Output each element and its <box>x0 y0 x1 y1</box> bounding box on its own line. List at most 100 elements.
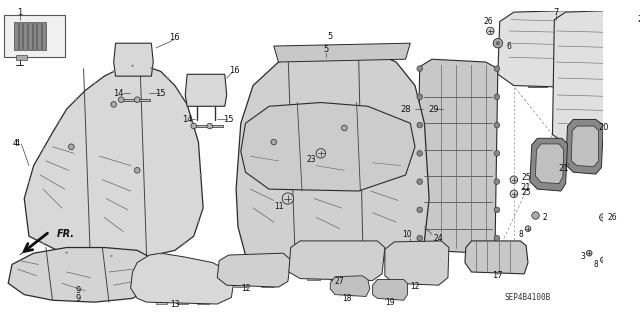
Circle shape <box>286 197 290 200</box>
Circle shape <box>586 250 592 256</box>
Circle shape <box>271 139 276 145</box>
Polygon shape <box>561 78 580 87</box>
Circle shape <box>417 235 422 241</box>
Circle shape <box>132 65 134 67</box>
Text: 28: 28 <box>400 105 411 114</box>
Polygon shape <box>528 78 547 87</box>
Text: FR.: FR. <box>57 229 75 239</box>
Text: 1: 1 <box>17 8 22 17</box>
Circle shape <box>150 67 152 69</box>
Text: 19: 19 <box>385 298 394 307</box>
Text: 16: 16 <box>170 33 180 42</box>
Text: 11: 11 <box>274 202 284 211</box>
Text: 12: 12 <box>241 284 250 293</box>
Polygon shape <box>4 15 65 57</box>
Polygon shape <box>20 244 34 255</box>
Text: 5: 5 <box>328 32 333 41</box>
Circle shape <box>494 235 500 241</box>
Text: 15: 15 <box>156 89 166 98</box>
Polygon shape <box>598 137 618 147</box>
Circle shape <box>42 148 44 150</box>
Text: 20: 20 <box>598 123 609 132</box>
Circle shape <box>494 151 500 156</box>
Circle shape <box>207 123 212 129</box>
Polygon shape <box>177 297 188 304</box>
Circle shape <box>510 190 518 197</box>
Circle shape <box>118 97 124 102</box>
Circle shape <box>417 94 422 100</box>
Text: 9: 9 <box>76 294 81 303</box>
Circle shape <box>192 122 194 124</box>
Polygon shape <box>16 56 27 60</box>
Text: 8: 8 <box>518 230 523 239</box>
Circle shape <box>66 252 68 254</box>
Circle shape <box>417 207 422 213</box>
Circle shape <box>486 27 494 35</box>
Polygon shape <box>561 137 580 147</box>
Circle shape <box>160 253 162 255</box>
Text: 29: 29 <box>429 105 439 114</box>
Text: 16: 16 <box>229 66 239 75</box>
Circle shape <box>59 120 61 122</box>
Text: 5: 5 <box>323 45 328 54</box>
Text: 10: 10 <box>403 230 412 239</box>
Polygon shape <box>274 43 410 62</box>
Circle shape <box>607 169 614 175</box>
Text: SEP4B4100B: SEP4B4100B <box>504 293 550 302</box>
Polygon shape <box>8 248 156 302</box>
Text: 7: 7 <box>554 8 559 17</box>
Polygon shape <box>372 279 408 300</box>
Circle shape <box>28 181 30 183</box>
Text: 6: 6 <box>507 41 511 50</box>
Circle shape <box>532 212 540 219</box>
Polygon shape <box>185 74 227 106</box>
Polygon shape <box>24 65 203 257</box>
Text: 3: 3 <box>580 252 585 262</box>
Circle shape <box>600 257 606 263</box>
Circle shape <box>494 94 500 100</box>
Text: 2: 2 <box>543 213 547 222</box>
Polygon shape <box>236 50 429 264</box>
Text: 8: 8 <box>593 260 598 269</box>
Circle shape <box>184 242 185 244</box>
Polygon shape <box>33 22 36 50</box>
Text: 4: 4 <box>15 139 20 148</box>
Circle shape <box>342 125 348 131</box>
Text: 14: 14 <box>113 89 124 98</box>
Polygon shape <box>572 126 598 167</box>
Circle shape <box>496 41 500 45</box>
Polygon shape <box>354 276 367 280</box>
Polygon shape <box>194 125 207 127</box>
Circle shape <box>417 66 422 71</box>
Polygon shape <box>37 22 41 50</box>
Text: 23: 23 <box>307 154 316 164</box>
Text: 14: 14 <box>182 115 193 124</box>
Text: 4: 4 <box>12 139 17 148</box>
Circle shape <box>494 179 500 184</box>
Circle shape <box>494 207 500 213</box>
Polygon shape <box>552 10 634 147</box>
Circle shape <box>110 255 112 257</box>
Polygon shape <box>210 125 223 127</box>
Polygon shape <box>530 138 568 191</box>
Polygon shape <box>241 102 415 191</box>
Polygon shape <box>385 241 449 285</box>
Text: 21: 21 <box>559 164 569 173</box>
Polygon shape <box>465 241 528 274</box>
Circle shape <box>417 151 422 156</box>
Text: 9: 9 <box>76 286 81 295</box>
Text: 25: 25 <box>522 189 531 197</box>
Polygon shape <box>289 241 385 280</box>
Text: 13: 13 <box>170 300 180 308</box>
Text: 24: 24 <box>434 234 444 243</box>
Polygon shape <box>19 22 22 50</box>
Polygon shape <box>217 253 291 287</box>
Polygon shape <box>330 276 370 296</box>
Circle shape <box>68 144 74 150</box>
Circle shape <box>180 94 182 96</box>
Circle shape <box>600 214 607 221</box>
Circle shape <box>525 226 531 232</box>
Polygon shape <box>28 22 32 50</box>
Polygon shape <box>14 22 18 50</box>
Text: 25: 25 <box>522 173 531 182</box>
